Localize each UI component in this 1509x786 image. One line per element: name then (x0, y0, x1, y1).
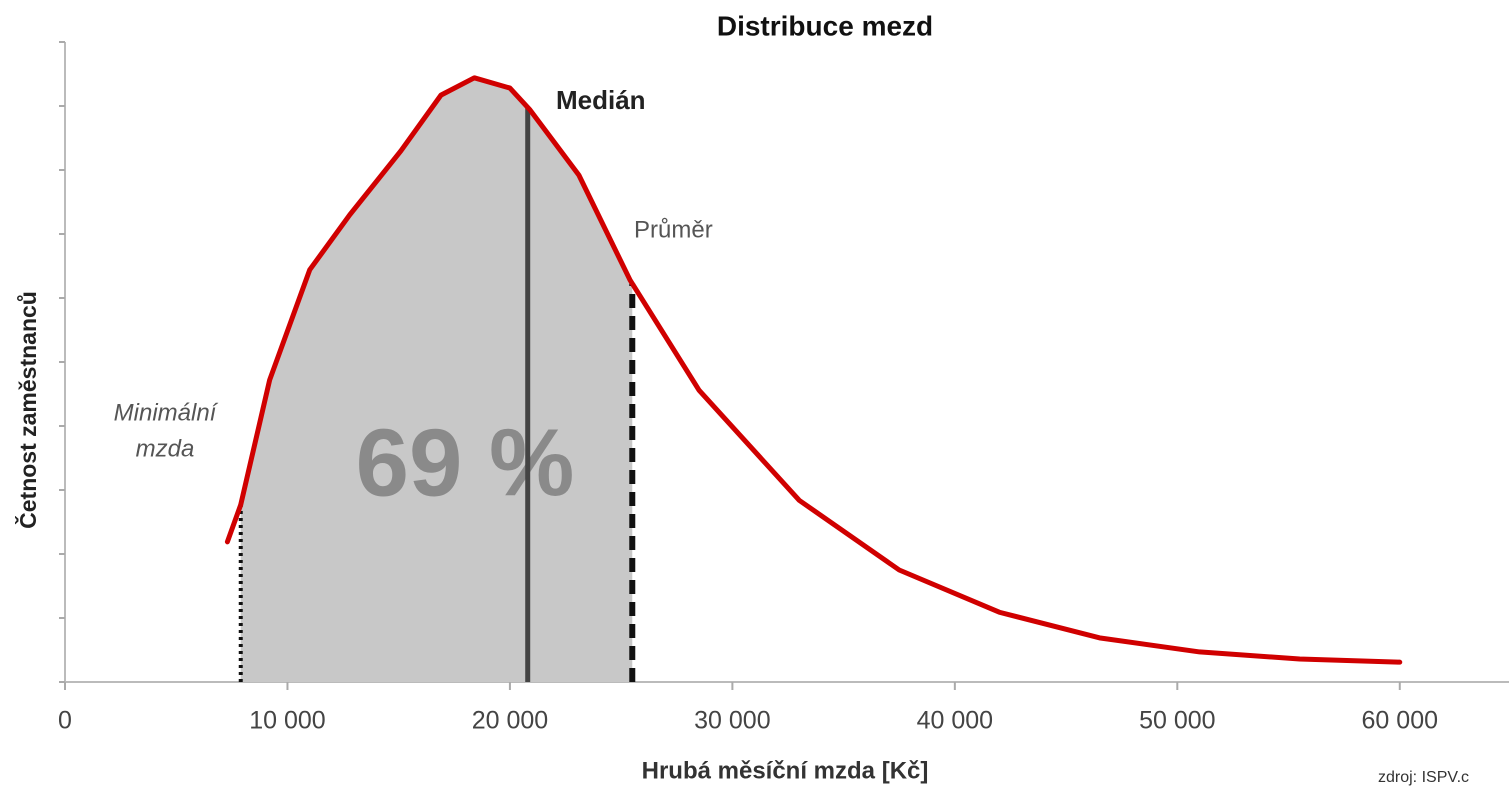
shaded-area (240, 77, 633, 683)
marker-label: mzda (136, 435, 195, 462)
x-tick-label: 0 (58, 707, 72, 735)
marker-label: Medián (556, 85, 646, 115)
density-curve (224, 75, 1403, 665)
x-tick-label: 30 000 (694, 707, 770, 735)
x-tick-label: 50 000 (1139, 707, 1215, 735)
x-tick-label: 20 000 (472, 707, 548, 735)
marker-label: Průměr (634, 216, 713, 243)
x-tick-label: 60 000 (1362, 707, 1438, 735)
chart-title: Distribuce mezd (717, 10, 933, 41)
x-tick-label: 10 000 (249, 707, 325, 735)
marker-label: Minimální (114, 399, 219, 426)
x-axis-label: Hrubá měsíční mzda [Kč] (642, 757, 929, 784)
source-note: zdroj: ISPV.c (1378, 769, 1469, 786)
share-label: 69 % (356, 409, 575, 516)
x-tick-label: 40 000 (917, 707, 993, 735)
y-axis-label: Četnost zaměstnanců (14, 291, 41, 529)
